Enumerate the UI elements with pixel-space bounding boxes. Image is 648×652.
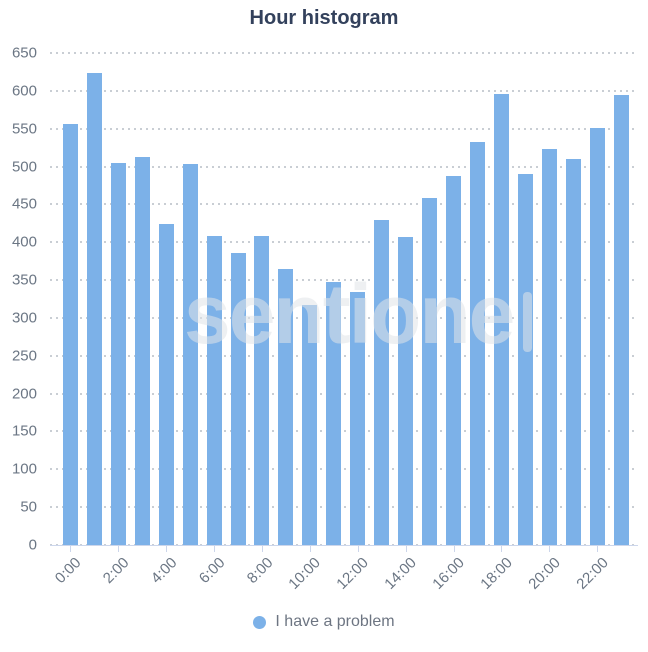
legend-item[interactable]: I have a problem (0, 613, 648, 631)
bar-1900[interactable] (517, 174, 533, 545)
x-axis-tick (261, 546, 263, 552)
y-axis-label: 600 (11, 82, 37, 100)
x-axis-tick (357, 546, 359, 552)
y-axis-label: 300 (11, 309, 37, 327)
x-axis-tick (166, 546, 168, 552)
bar-1400[interactable] (398, 236, 414, 545)
x-axis-label: 6:00 (195, 554, 229, 587)
y-axis-label: 400 (11, 233, 37, 251)
bar-1200[interactable] (350, 292, 366, 545)
bar-1800[interactable] (493, 93, 509, 545)
bar-500[interactable] (182, 164, 198, 545)
x-axis-tick (118, 546, 120, 552)
x-axis-label: 8:00 (243, 554, 277, 587)
legend-label: I have a problem (275, 613, 395, 630)
bar-1700[interactable] (469, 142, 485, 545)
gridline (50, 392, 638, 395)
bar-2200[interactable] (589, 127, 605, 545)
gridline (50, 241, 638, 244)
gridline (50, 506, 638, 509)
y-axis-label: 200 (11, 385, 37, 403)
bar-700[interactable] (230, 252, 246, 545)
y-axis-label: 150 (11, 422, 37, 440)
bar-1100[interactable] (326, 281, 342, 545)
gridline (50, 316, 638, 319)
x-axis-label: 22:00 (572, 554, 612, 593)
chart-title: Hour histogram (249, 7, 399, 29)
gridline (50, 203, 638, 206)
x-axis-label: 14:00 (381, 554, 420, 593)
y-axis-label: 550 (11, 120, 37, 138)
bar-300[interactable] (134, 157, 150, 545)
gridline (50, 468, 638, 471)
x-axis-tick (597, 546, 599, 552)
x-axis-tick (405, 546, 407, 552)
gridline (50, 279, 638, 282)
y-axis-label: 500 (11, 158, 37, 176)
y-axis-label: 250 (11, 347, 37, 365)
y-axis-label: 50 (20, 498, 37, 516)
x-axis-label: 0:00 (52, 554, 85, 587)
y-axis-label: 100 (11, 460, 37, 478)
bar-200[interactable] (110, 162, 126, 545)
bar-1600[interactable] (446, 176, 461, 545)
x-axis-label: 2:00 (100, 554, 133, 587)
y-axis-label: 0 (28, 536, 37, 554)
gridline (50, 165, 638, 168)
bar-2300[interactable] (613, 94, 629, 545)
x-axis-label: 4:00 (147, 554, 181, 587)
bar-1500[interactable] (422, 198, 438, 545)
gridline (50, 127, 638, 130)
bar-2000[interactable] (541, 149, 557, 545)
x-axis-label: 16:00 (429, 554, 468, 593)
x-axis-label: 20:00 (525, 554, 564, 593)
y-axis-label: 450 (11, 195, 37, 213)
bar-800[interactable] (254, 236, 270, 545)
bar-100[interactable] (86, 73, 102, 545)
bar-400[interactable] (158, 224, 174, 545)
bar-2100[interactable] (565, 158, 581, 545)
bar-900[interactable] (278, 269, 294, 545)
bar-000[interactable] (62, 124, 78, 545)
bar-1300[interactable] (374, 219, 390, 545)
x-axis-tick (309, 546, 311, 552)
bar-600[interactable] (206, 236, 222, 545)
x-axis-line (50, 545, 638, 546)
gridline (50, 430, 638, 433)
x-axis-label: 12:00 (333, 554, 373, 593)
x-axis-label: 10:00 (285, 554, 325, 593)
y-axis-label: 350 (11, 271, 37, 289)
x-axis-label: 18:00 (477, 554, 516, 593)
y-axis-label: 650 (11, 44, 37, 62)
legend-marker-icon (253, 615, 267, 629)
x-axis-tick (453, 546, 455, 552)
gridline (50, 89, 638, 92)
x-axis-tick (549, 546, 551, 552)
x-axis-tick (501, 546, 503, 552)
gridline (50, 52, 638, 54)
gridline (50, 354, 638, 357)
bar-1000[interactable] (302, 305, 318, 545)
x-axis-tick (70, 546, 72, 552)
x-axis-tick (214, 546, 216, 552)
